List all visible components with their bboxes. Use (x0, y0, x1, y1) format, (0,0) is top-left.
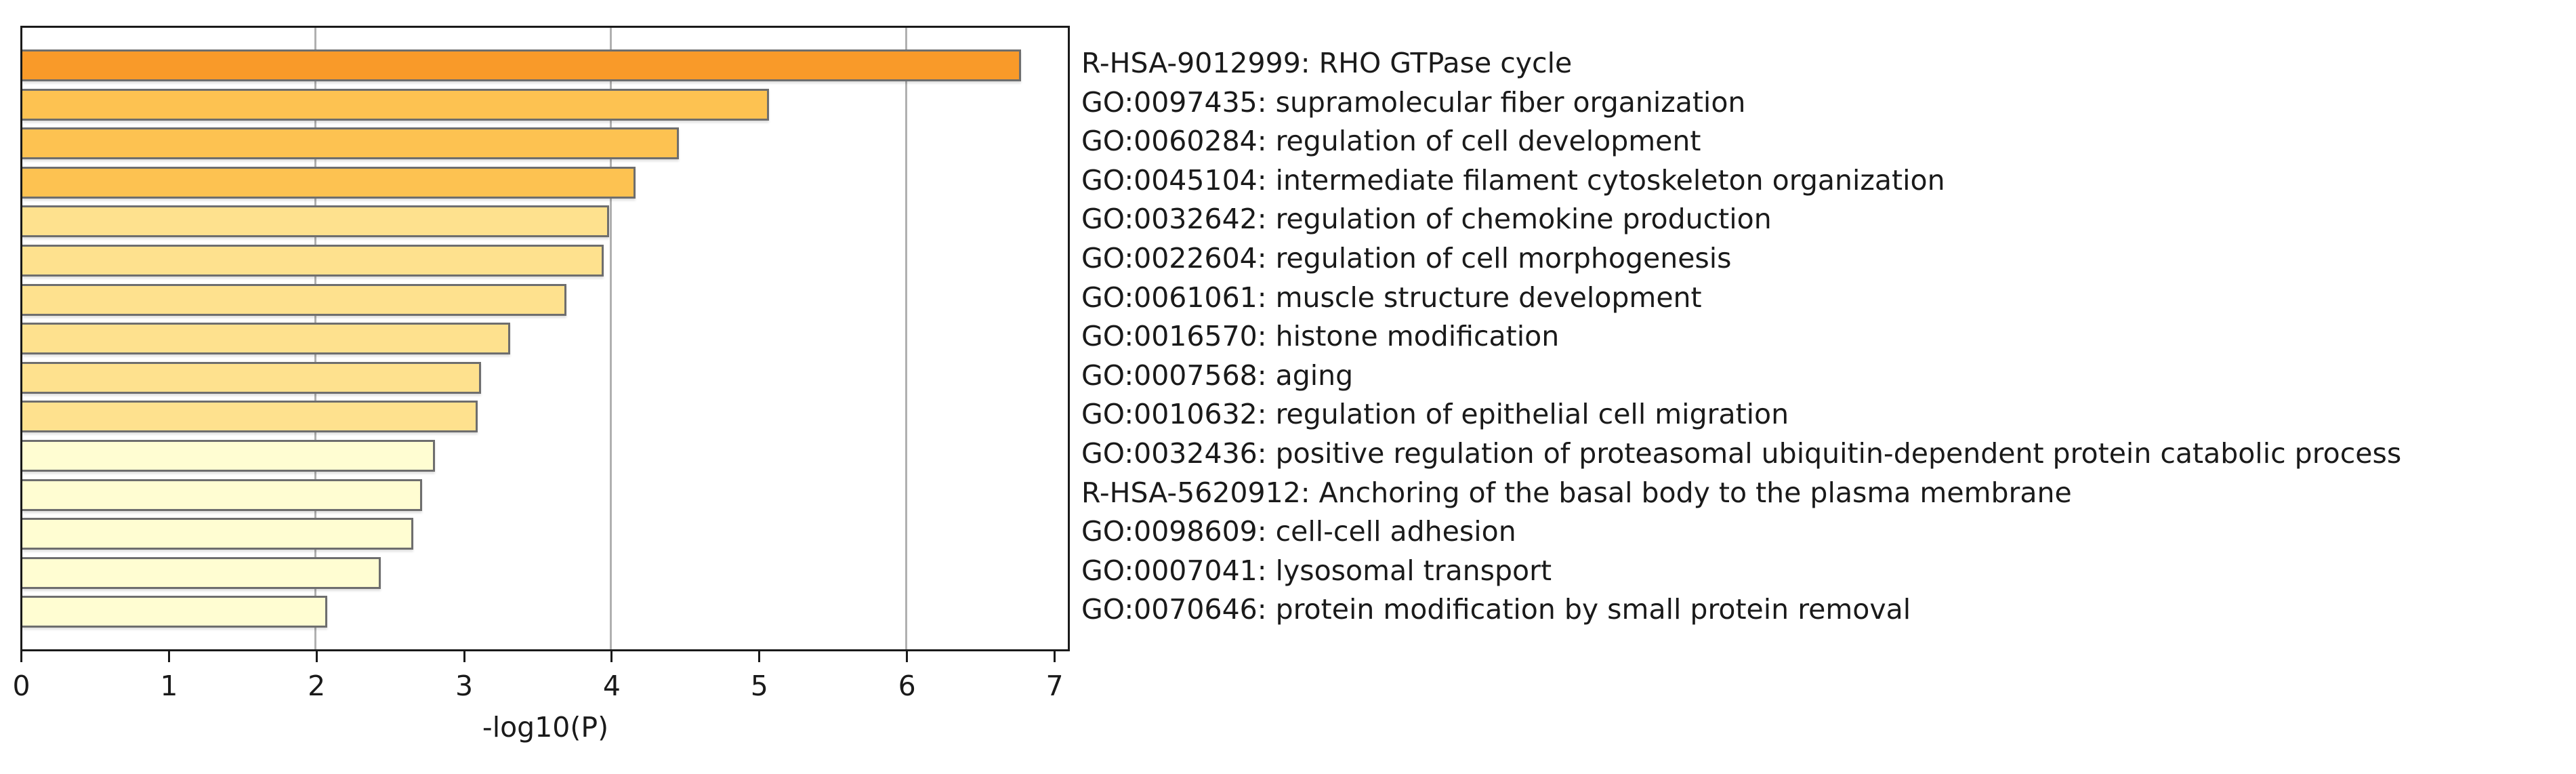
bar (22, 323, 511, 355)
bar (22, 49, 1022, 81)
bar (22, 166, 636, 199)
x-tick-mark (463, 651, 465, 662)
term-label: GO:0007568: aging (1081, 359, 1354, 392)
term-label: R-HSA-9012999: RHO GTPase cycle (1081, 47, 1573, 79)
term-label: GO:0061061: muscle structure development (1081, 281, 1702, 314)
gridline (609, 28, 612, 649)
term-label: GO:0045104: intermediate filament cytosk… (1081, 163, 1945, 197)
x-tick-mark (610, 651, 613, 662)
term-label: GO:0098609: cell-cell adhesion (1081, 515, 1516, 548)
x-tick-label: 1 (160, 670, 178, 702)
term-label: GO:0060284: regulation of cell developme… (1081, 125, 1701, 158)
x-tick-label: 2 (308, 670, 326, 702)
x-tick-label: 3 (455, 670, 474, 702)
term-label: GO:0070646: protein modification by smal… (1081, 593, 1911, 626)
x-tick-mark (167, 651, 170, 662)
term-label: GO:0016570: histone modification (1081, 320, 1560, 353)
bar (22, 401, 478, 433)
bar (22, 596, 328, 628)
x-tick-mark (1054, 651, 1056, 662)
x-tick-label: 7 (1045, 670, 1064, 702)
term-label: GO:0097435: supramolecular fiber organiz… (1081, 85, 1746, 119)
term-label: GO:0032436: positive regulation of prote… (1081, 437, 2402, 470)
bar (22, 127, 679, 160)
x-tick-label: 0 (12, 670, 30, 702)
x-tick-mark (20, 651, 22, 662)
term-label: GO:0010632: regulation of epithelial cel… (1081, 398, 1789, 431)
bar (22, 361, 481, 394)
x-tick-label: 5 (750, 670, 768, 702)
term-label: GO:0022604: regulation of cell morphogen… (1081, 242, 1732, 274)
bar (22, 518, 413, 550)
x-axis-label: -log10(P) (482, 711, 609, 744)
bar (22, 478, 422, 511)
term-label: GO:0032642: regulation of chemokine prod… (1081, 203, 1772, 236)
plot-area (20, 26, 1070, 651)
x-tick-label: 4 (602, 670, 621, 702)
x-tick-mark (315, 651, 318, 662)
bar (22, 88, 769, 121)
term-label: R-HSA-5620912: Anchoring of the basal bo… (1081, 476, 2072, 509)
x-tick-label: 6 (898, 670, 916, 702)
gridline (905, 28, 907, 649)
x-tick-mark (758, 651, 761, 662)
term-label: GO:0007041: lysosomal transport (1081, 554, 1552, 587)
bar (22, 440, 436, 472)
bar (22, 556, 381, 589)
bar (22, 283, 567, 316)
x-tick-mark (906, 651, 909, 662)
bar (22, 205, 610, 238)
bar (22, 245, 604, 277)
